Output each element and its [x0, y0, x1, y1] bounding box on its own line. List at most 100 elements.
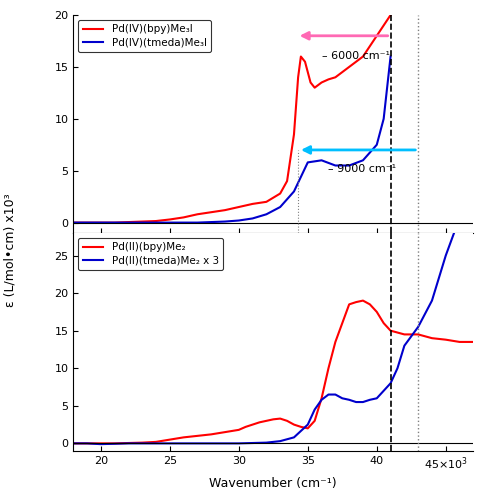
Pd(II)(bpy)Me₂: [277, 416, 283, 422]
X-axis label: Wavenumber (cm⁻¹): Wavenumber (cm⁻¹): [209, 476, 337, 489]
Pd(II)(bpy)Me₂: [319, 395, 325, 401]
Pd(IV)(bpy)Me₃I: [194, 211, 200, 217]
Pd(IV)(tmeda)Me₃I: [70, 219, 76, 225]
Pd(IV)(tmeda)Me₃I: [222, 218, 228, 224]
Pd(II)(tmeda)Me₂ x 3: [84, 440, 90, 446]
Pd(II)(tmeda)Me₂ x 3: [139, 440, 145, 446]
Pd(II)(bpy)Me₂: [222, 429, 228, 435]
Pd(IV)(bpy)Me₃I: [250, 201, 256, 207]
Pd(II)(bpy)Me₂: [139, 440, 145, 446]
Pd(II)(bpy)Me₂: [181, 434, 186, 440]
Pd(II)(tmeda)Me₂ x 3: [346, 397, 352, 403]
Pd(IV)(bpy)Me₃I: [298, 54, 304, 60]
Pd(II)(bpy)Me₂: [312, 418, 318, 424]
Pd(II)(tmeda)Me₂ x 3: [415, 324, 421, 330]
Pd(IV)(bpy)Me₃I: [346, 64, 352, 70]
Pd(IV)(bpy)Me₃I: [374, 33, 380, 39]
Pd(II)(bpy)Me₂: [353, 299, 359, 305]
Pd(II)(tmeda)Me₂ x 3: [381, 388, 386, 394]
Pd(II)(tmeda)Me₂ x 3: [394, 365, 400, 371]
Pd(IV)(bpy)Me₃I: [381, 23, 386, 29]
Pd(IV)(bpy)Me₃I: [98, 219, 104, 225]
Pd(IV)(tmeda)Me₃I: [84, 219, 90, 225]
Pd(II)(bpy)Me₂: [415, 332, 421, 338]
Pd(II)(tmeda)Me₂ x 3: [470, 192, 476, 198]
Pd(IV)(bpy)Me₃I: [307, 80, 313, 86]
Pd(IV)(tmeda)Me₃I: [277, 204, 283, 210]
Pd(II)(tmeda)Me₂ x 3: [70, 440, 76, 446]
Text: – 9000 cm⁻¹: – 9000 cm⁻¹: [328, 164, 397, 174]
Pd(IV)(tmeda)Me₃I: [167, 219, 173, 225]
Pd(IV)(bpy)Me₃I: [153, 218, 159, 224]
Pd(IV)(tmeda)Me₃I: [194, 219, 200, 225]
Pd(IV)(bpy)Me₃I: [360, 54, 366, 60]
Pd(II)(bpy)Me₂: [360, 298, 366, 304]
Pd(II)(bpy)Me₂: [270, 416, 276, 422]
Pd(IV)(tmeda)Me₃I: [319, 157, 325, 163]
Pd(IV)(bpy)Me₃I: [302, 59, 308, 65]
Pd(II)(tmeda)Me₂ x 3: [319, 397, 325, 403]
Pd(II)(bpy)Me₂: [208, 431, 214, 437]
Pd(IV)(tmeda)Me₃I: [387, 54, 393, 60]
Pd(IV)(tmeda)Me₃I: [381, 116, 386, 122]
Pd(II)(bpy)Me₂: [125, 440, 131, 446]
Pd(II)(bpy)Me₂: [98, 440, 104, 446]
Pd(II)(tmeda)Me₂ x 3: [98, 441, 104, 447]
Pd(II)(bpy)Me₂: [284, 418, 290, 424]
Pd(II)(tmeda)Me₂ x 3: [339, 395, 345, 401]
Text: ε (L/mol•cm) x10³: ε (L/mol•cm) x10³: [3, 194, 16, 307]
Pd(II)(tmeda)Me₂ x 3: [236, 440, 242, 446]
Pd(II)(bpy)Me₂: [429, 335, 435, 341]
Pd(IV)(bpy)Me₃I: [277, 190, 283, 196]
Pd(II)(bpy)Me₂: [112, 440, 118, 446]
Pd(II)(tmeda)Me₂ x 3: [250, 440, 256, 446]
Pd(IV)(bpy)Me₃I: [167, 216, 173, 222]
Pd(II)(tmeda)Me₂ x 3: [112, 441, 118, 447]
Pd(II)(bpy)Me₂: [70, 440, 76, 446]
Pd(IV)(tmeda)Me₃I: [139, 219, 145, 225]
Pd(IV)(bpy)Me₃I: [312, 85, 318, 91]
Pd(II)(bpy)Me₂: [264, 418, 269, 424]
Pd(II)(bpy)Me₂: [250, 422, 256, 428]
Pd(IV)(tmeda)Me₃I: [305, 159, 311, 165]
Pd(II)(tmeda)Me₂ x 3: [374, 395, 380, 401]
Line: Pd(IV)(bpy)Me₃I: Pd(IV)(bpy)Me₃I: [73, 15, 390, 222]
Pd(II)(tmeda)Me₂ x 3: [194, 440, 200, 446]
Pd(IV)(tmeda)Me₃I: [125, 219, 131, 225]
Pd(II)(bpy)Me₂: [387, 328, 393, 334]
Pd(II)(bpy)Me₂: [167, 437, 173, 443]
Pd(II)(tmeda)Me₂ x 3: [181, 440, 186, 446]
Pd(II)(tmeda)Me₂ x 3: [208, 440, 214, 446]
Pd(IV)(bpy)Me₃I: [325, 76, 331, 82]
Pd(IV)(bpy)Me₃I: [353, 59, 359, 65]
Pd(IV)(bpy)Me₃I: [339, 69, 345, 75]
Pd(IV)(bpy)Me₃I: [264, 199, 269, 205]
Pd(II)(bpy)Me₂: [402, 332, 407, 338]
Pd(II)(bpy)Me₂: [84, 440, 90, 446]
Pd(II)(tmeda)Me₂ x 3: [402, 343, 407, 349]
Pd(II)(tmeda)Me₂ x 3: [305, 422, 311, 428]
Pd(II)(bpy)Me₂: [257, 419, 263, 425]
Pd(II)(tmeda)Me₂ x 3: [325, 392, 331, 398]
Pd(IV)(tmeda)Me₃I: [291, 188, 297, 194]
Pd(IV)(bpy)Me₃I: [387, 12, 393, 18]
Pd(II)(bpy)Me₂: [381, 320, 386, 326]
Pd(IV)(tmeda)Me₃I: [250, 215, 256, 221]
Pd(IV)(bpy)Me₃I: [236, 204, 242, 210]
Pd(II)(tmeda)Me₂ x 3: [332, 392, 338, 398]
Pd(II)(tmeda)Me₂ x 3: [264, 440, 269, 446]
Pd(IV)(bpy)Me₃I: [181, 214, 186, 220]
Pd(II)(bpy)Me₂: [194, 433, 200, 439]
Pd(II)(bpy)Me₂: [325, 365, 331, 371]
Pd(II)(bpy)Me₂: [339, 320, 345, 326]
Pd(IV)(tmeda)Me₃I: [360, 157, 366, 163]
Pd(II)(tmeda)Me₂ x 3: [291, 434, 297, 440]
Line: Pd(IV)(tmeda)Me₃I: Pd(IV)(tmeda)Me₃I: [73, 57, 390, 222]
Pd(IV)(bpy)Me₃I: [332, 74, 338, 80]
Pd(II)(bpy)Me₂: [243, 424, 248, 430]
Pd(IV)(tmeda)Me₃I: [181, 219, 186, 225]
Line: Pd(II)(bpy)Me₂: Pd(II)(bpy)Me₂: [73, 301, 473, 443]
Pd(II)(tmeda)Me₂ x 3: [353, 399, 359, 405]
Pd(II)(tmeda)Me₂ x 3: [277, 438, 283, 444]
Pd(II)(tmeda)Me₂ x 3: [387, 380, 393, 386]
